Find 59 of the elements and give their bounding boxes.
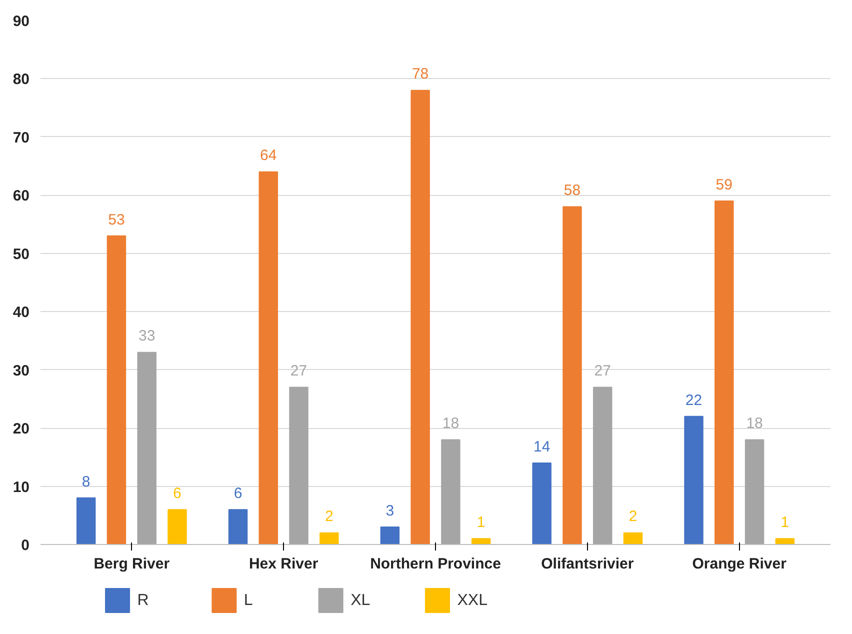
bar xyxy=(228,509,248,544)
bar xyxy=(410,90,430,544)
bar xyxy=(380,526,400,544)
y-tick-label: 0 xyxy=(21,537,30,554)
data-label: 58 xyxy=(564,182,581,200)
data-label: 33 xyxy=(138,328,156,345)
bar xyxy=(744,439,764,544)
legend-label: R xyxy=(137,592,149,609)
y-tick-label: 50 xyxy=(12,246,30,263)
bar xyxy=(532,462,552,544)
bar xyxy=(168,509,187,544)
x-tick-label: Olifantsrivier xyxy=(541,556,634,572)
legend-label: XL xyxy=(350,592,370,609)
bar xyxy=(106,235,126,544)
y-tick-label: 70 xyxy=(12,129,30,146)
bar xyxy=(441,439,460,544)
y-tick-label: 20 xyxy=(12,420,30,438)
bar xyxy=(562,206,582,544)
bar xyxy=(137,352,156,544)
data-label: 53 xyxy=(108,211,125,228)
legend-label: XXL xyxy=(457,592,488,609)
bar xyxy=(289,386,308,544)
bar xyxy=(76,497,96,544)
y-tick-label: 10 xyxy=(12,478,30,496)
bar xyxy=(775,538,795,544)
y-tick-label: 80 xyxy=(12,71,30,88)
bar xyxy=(623,532,643,544)
bar xyxy=(320,532,339,544)
data-label: 27 xyxy=(290,362,308,380)
legend-label: L xyxy=(244,592,253,609)
bar xyxy=(684,416,704,544)
data-label: 14 xyxy=(534,438,550,456)
data-label: 18 xyxy=(442,415,460,432)
data-label: 59 xyxy=(716,176,732,194)
data-label: 6 xyxy=(173,484,182,502)
y-tick-label: 30 xyxy=(12,362,30,380)
data-label: 3 xyxy=(386,502,394,520)
data-label: 27 xyxy=(594,362,611,380)
data-label: 8 xyxy=(82,473,90,490)
bar xyxy=(258,171,278,544)
data-label: 2 xyxy=(324,508,334,526)
data-label: 64 xyxy=(260,147,277,164)
data-label: 18 xyxy=(746,415,763,432)
data-label: 1 xyxy=(780,514,790,532)
y-tick-label: 90 xyxy=(12,13,30,30)
bar xyxy=(471,538,491,544)
data-label: 1 xyxy=(476,514,486,532)
data-label: 22 xyxy=(685,392,702,409)
x-tick-label: Orange River xyxy=(692,556,787,572)
y-tick-label: 40 xyxy=(12,304,30,322)
x-tick-label: Northern Province xyxy=(370,556,501,572)
data-label: 2 xyxy=(628,508,638,526)
data-label: 6 xyxy=(234,484,242,502)
y-tick-label: 60 xyxy=(12,188,30,205)
x-tick-label: Hex River xyxy=(248,556,318,572)
data-label: 78 xyxy=(412,66,429,83)
x-tick-label: Berg River xyxy=(94,556,170,572)
bar xyxy=(593,386,612,544)
bar xyxy=(714,200,734,544)
